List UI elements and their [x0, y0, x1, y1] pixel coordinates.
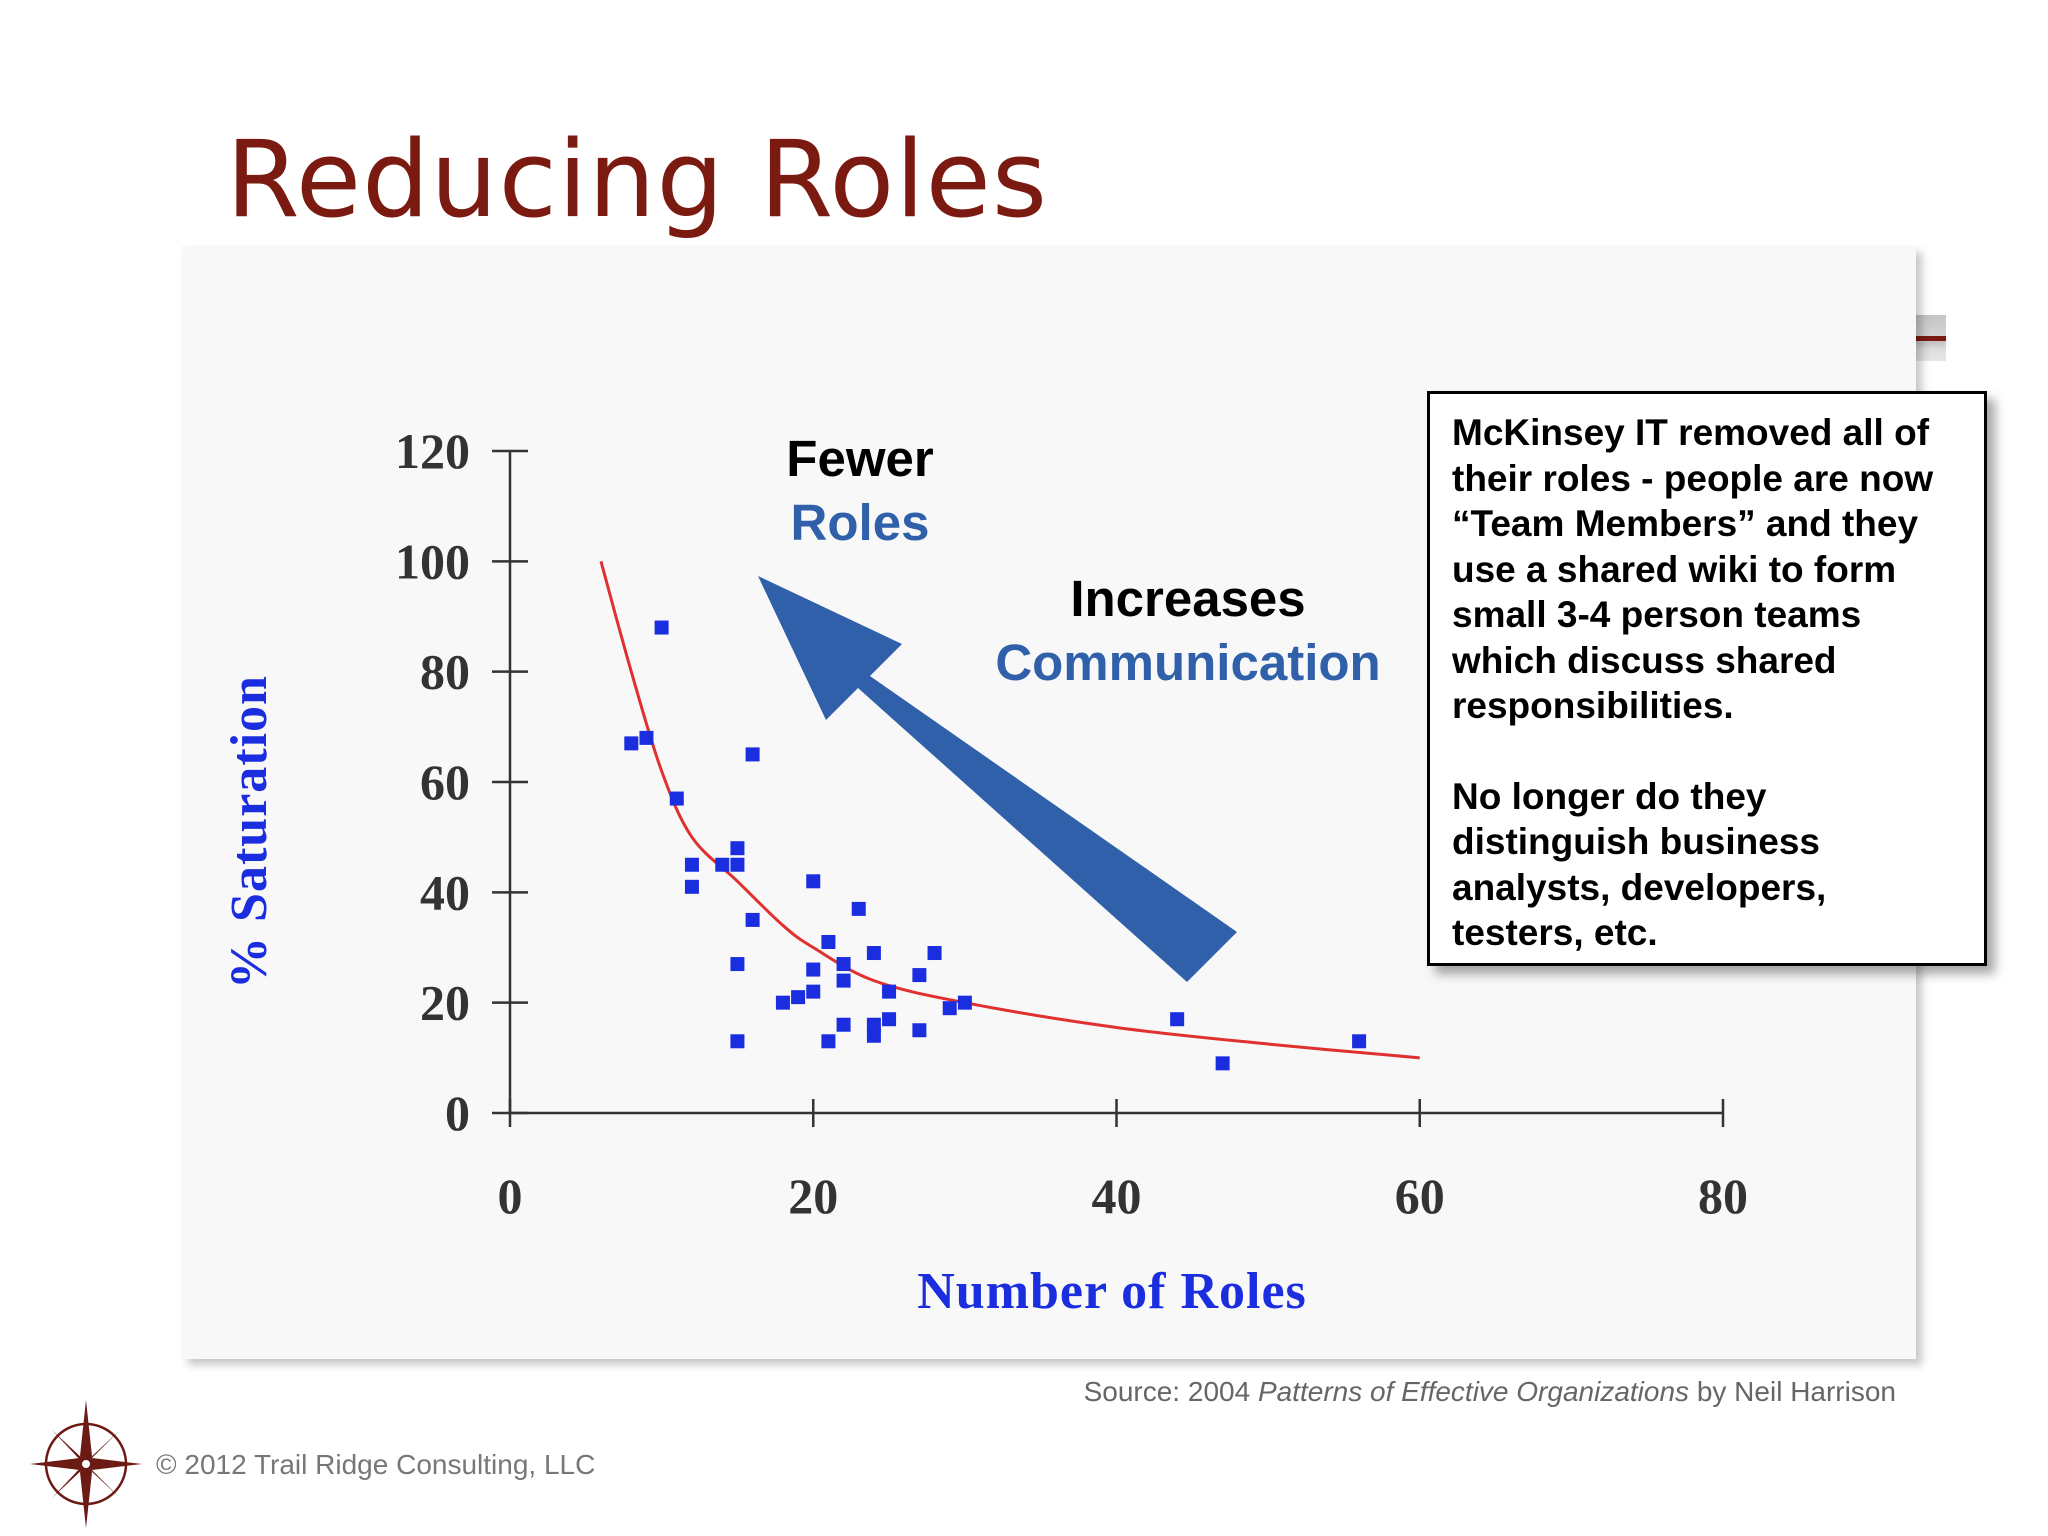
- points-layer: [624, 620, 1367, 1071]
- data-point: [821, 934, 836, 949]
- chart-ticks: 0 20 40 60 80 0 20 40 60 80 100 120: [395, 423, 1748, 1224]
- data-point: [836, 973, 851, 988]
- source-book-title: Patterns of Effective Organizations: [1257, 1376, 1690, 1407]
- data-point: [912, 968, 927, 983]
- data-point: [912, 1023, 927, 1038]
- data-point: [730, 1034, 745, 1049]
- source-prefix: Source: 2004: [1083, 1376, 1258, 1407]
- data-point: [730, 857, 745, 872]
- data-point: [684, 857, 699, 872]
- data-point: [730, 957, 745, 972]
- trend-curve: [599, 560, 1420, 1060]
- data-point: [745, 747, 760, 762]
- x-tick-label: 80: [1698, 1168, 1748, 1224]
- data-point: [882, 1012, 897, 1027]
- y-tick-label: 60: [420, 754, 470, 810]
- data-point: [866, 946, 881, 961]
- source-suffix: by Neil Harrison: [1689, 1376, 1896, 1407]
- y-tick-label: 120: [395, 423, 470, 479]
- source-citation: Source: 2004 Patterns of Effective Organ…: [1084, 1376, 1896, 1408]
- data-point: [1215, 1056, 1230, 1071]
- data-point: [806, 874, 821, 889]
- data-point: [806, 962, 821, 977]
- data-point: [851, 901, 866, 916]
- x-tick-label: 20: [788, 1168, 838, 1224]
- y-tick-label: 100: [395, 533, 470, 589]
- annotation-roles: Roles: [791, 494, 930, 551]
- annotation-communication: Communication: [995, 634, 1380, 691]
- data-point: [806, 984, 821, 999]
- y-tick-label: 20: [420, 975, 470, 1031]
- data-point: [715, 857, 730, 872]
- y-tick-label: 80: [420, 644, 470, 700]
- compass-logo-icon: [30, 1400, 142, 1528]
- data-point: [684, 879, 699, 894]
- x-axis-label: Number of Roles: [917, 1263, 1307, 1320]
- data-point: [866, 1028, 881, 1043]
- arrow-layer: [758, 576, 1237, 982]
- fewer-roles-arrow: [758, 576, 1237, 982]
- data-point: [882, 984, 897, 999]
- data-point: [821, 1034, 836, 1049]
- data-point: [669, 791, 684, 806]
- data-point: [1170, 1012, 1185, 1027]
- data-point: [942, 1001, 957, 1016]
- data-point: [639, 730, 654, 745]
- data-point: [866, 1017, 881, 1032]
- callout-paragraph-1: McKinsey IT removed all of their roles -…: [1452, 412, 1934, 726]
- slide-title: Reducing Roles: [226, 118, 1049, 241]
- data-point: [775, 995, 790, 1010]
- trend-layer: [599, 560, 1420, 1060]
- data-point: [927, 946, 942, 961]
- y-axis-label: % Saturation: [221, 675, 278, 989]
- copyright-text: © 2012 Trail Ridge Consulting, LLC: [156, 1449, 596, 1480]
- mckinsey-callout: McKinsey IT removed all of their roles -…: [1427, 391, 1987, 966]
- x-tick-label: 60: [1395, 1168, 1445, 1224]
- data-point: [745, 912, 760, 927]
- annotation-fewer: Fewer: [786, 430, 934, 487]
- data-point: [730, 841, 745, 856]
- callout-paragraph-2: No longer do they distinguish business a…: [1452, 775, 1827, 954]
- annotation-increases: Increases: [1070, 570, 1305, 627]
- scatter-chart: 0 20 40 60 80 0 20 40 60 80 100 120 Fewer Roles Inc…: [221, 423, 1748, 1320]
- data-point: [624, 736, 639, 751]
- data-point: [1352, 1034, 1367, 1049]
- data-point: [836, 1017, 851, 1032]
- x-tick-label: 0: [498, 1168, 523, 1224]
- data-point: [791, 990, 806, 1005]
- x-tick-label: 40: [1092, 1168, 1142, 1224]
- data-point: [836, 957, 851, 972]
- data-point: [957, 995, 972, 1010]
- y-tick-label: 0: [445, 1085, 470, 1141]
- y-tick-label: 40: [420, 864, 470, 920]
- data-point: [654, 620, 669, 635]
